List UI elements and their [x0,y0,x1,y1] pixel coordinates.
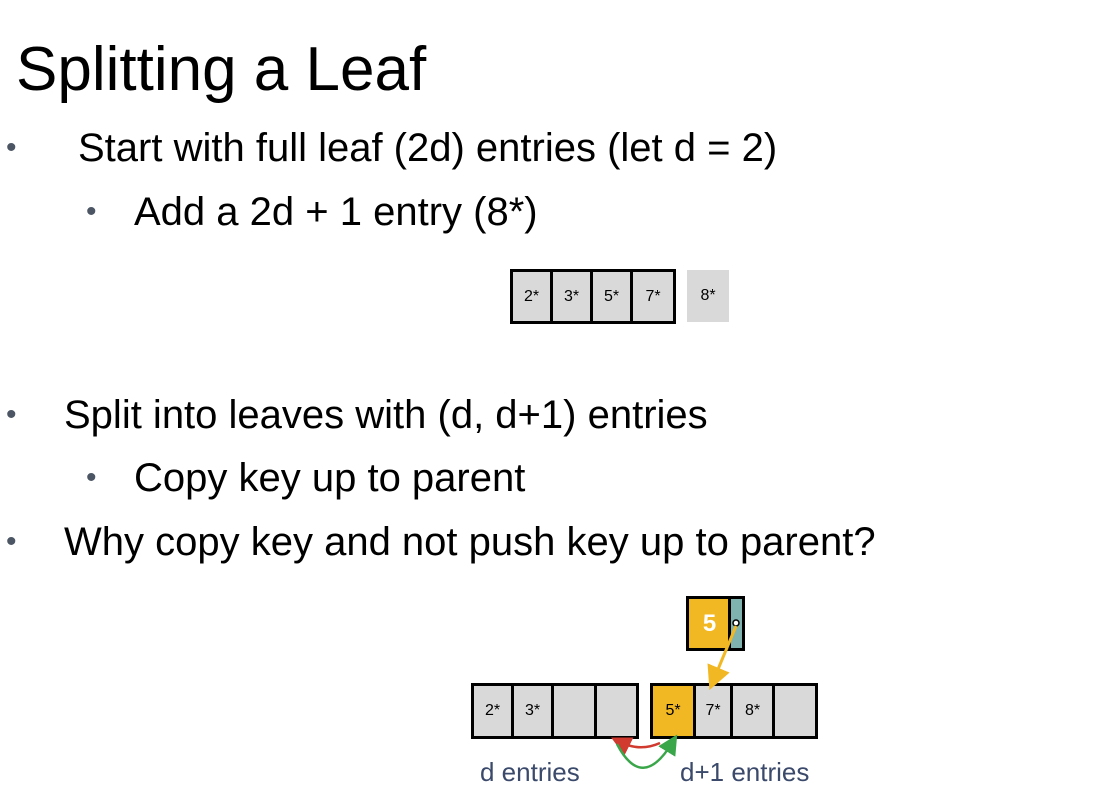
slide-title: Splitting a Leaf [16,35,427,104]
sub-bullet-item: Add a 2d + 1 entry (8*) [134,190,538,234]
sub-bullet-marker: • [86,461,97,494]
leaf-entry: 7* [630,269,676,324]
bullet-marker: • [6,525,17,558]
bullet-item: Start with full leaf (2d) entries (let d… [78,126,778,170]
right-leaf-label: d+1 entries [680,757,810,787]
sub-bullet-item: Copy key up to parent [134,456,526,500]
next-sibling-arrow [615,734,678,769]
parent-key: 5 [686,596,730,651]
leaf-entry [772,683,818,739]
bullet-item: Split into leaves with (d, d+1) entries [64,393,708,437]
leaf-entry: 5* [590,269,633,324]
bullet-item: Why copy key and not push key up to pare… [64,520,876,564]
bullet-marker: • [6,131,17,164]
bullet-marker: • [6,398,17,431]
new-entry: 8* [687,270,729,322]
leaf-entry: 7* [693,683,733,739]
leaf-entry: 3* [550,269,593,324]
pointer-arrow [707,625,738,691]
leaf-entry: 8* [730,683,775,739]
left-leaf-label: d entries [480,757,580,787]
leaf-entry [594,683,639,739]
prev-sibling-arrow [611,737,661,756]
leaf-entry: 3* [511,683,554,739]
pointer-dot [732,619,740,627]
sub-bullet-marker: • [86,195,97,228]
